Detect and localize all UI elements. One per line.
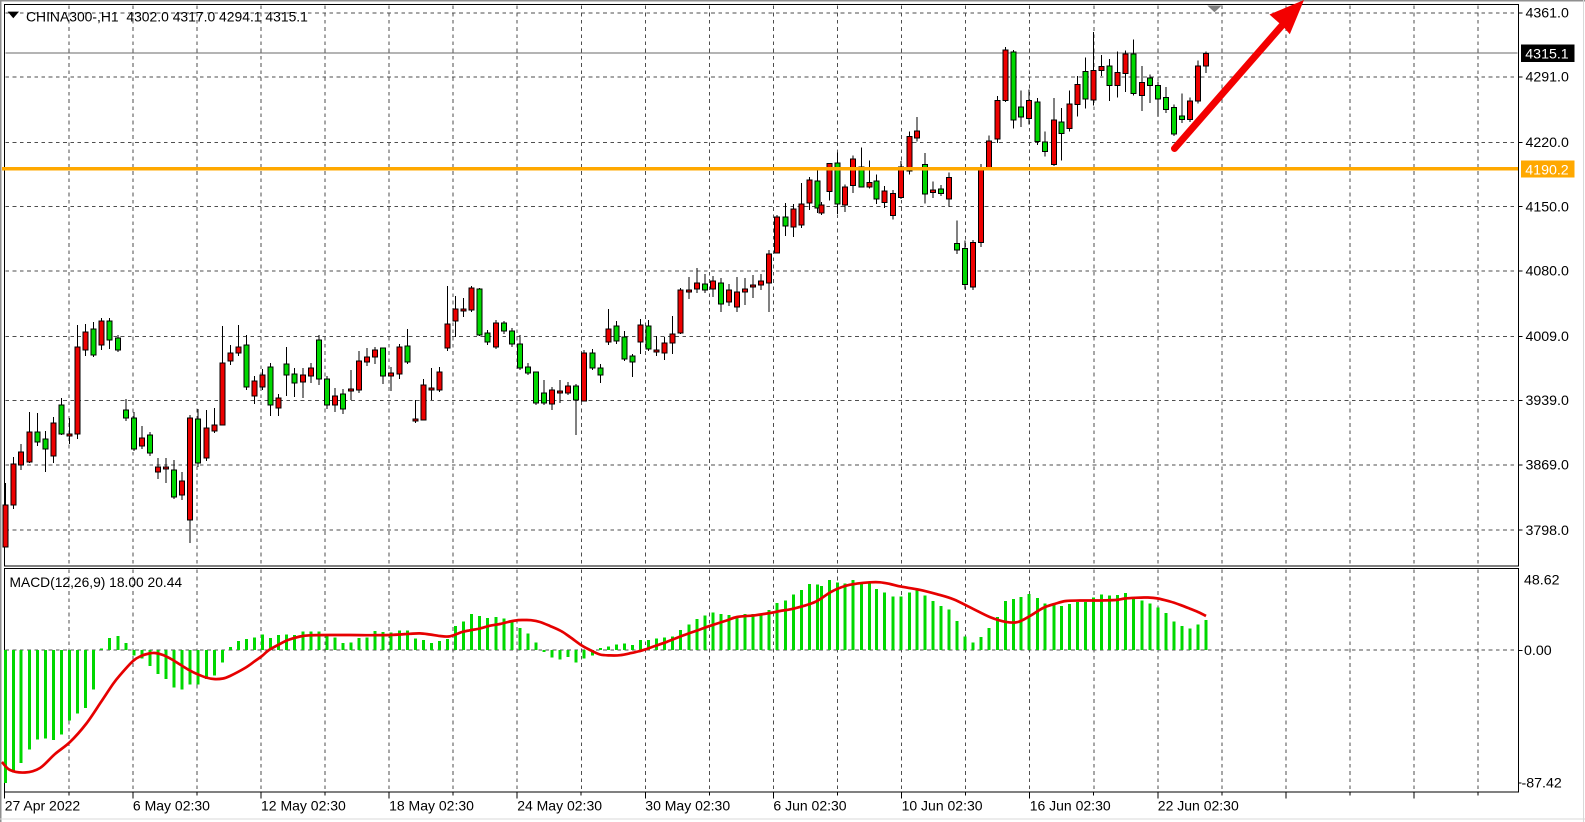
svg-text:24 May 02:30: 24 May 02:30 [517,798,602,814]
svg-text:4315.1: 4315.1 [1525,47,1569,63]
svg-text:4220.0: 4220.0 [1526,135,1570,151]
svg-text:12 May 02:30: 12 May 02:30 [261,798,346,814]
svg-text:6 Jun 02:30: 6 Jun 02:30 [773,798,846,814]
svg-text:3939.0: 3939.0 [1526,393,1570,409]
svg-text:-87.42: -87.42 [1522,776,1562,792]
svg-text:10 Jun 02:30: 10 Jun 02:30 [902,798,983,814]
svg-text:3798.0: 3798.0 [1526,523,1570,539]
svg-text:48.62: 48.62 [1524,572,1560,588]
svg-text:MACD(12,26,9) 18.00 20.44: MACD(12,26,9) 18.00 20.44 [10,575,183,590]
svg-text:4361.0: 4361.0 [1526,5,1570,21]
svg-text:18 May 02:30: 18 May 02:30 [389,798,474,814]
svg-text:4291.0: 4291.0 [1526,70,1570,86]
svg-text:22 Jun 02:30: 22 Jun 02:30 [1158,798,1239,814]
svg-text:4190.2: 4190.2 [1525,162,1569,178]
svg-text:4150.0: 4150.0 [1526,199,1570,215]
svg-text:16 Jun 02:30: 16 Jun 02:30 [1030,798,1111,814]
svg-text:4080.0: 4080.0 [1526,264,1570,280]
svg-text:3869.0: 3869.0 [1526,458,1570,474]
svg-text:CHINA300-,H1 4302.0 4317.0 42: CHINA300-,H1 4302.0 4317.0 4294.1 4315.1 [26,9,308,25]
svg-text:4009.0: 4009.0 [1526,329,1570,345]
svg-text:0.00: 0.00 [1524,643,1552,659]
svg-text:27 Apr 2022: 27 Apr 2022 [5,798,81,814]
svg-text:6 May 02:30: 6 May 02:30 [133,798,210,814]
svg-text:30 May 02:30: 30 May 02:30 [645,798,730,814]
